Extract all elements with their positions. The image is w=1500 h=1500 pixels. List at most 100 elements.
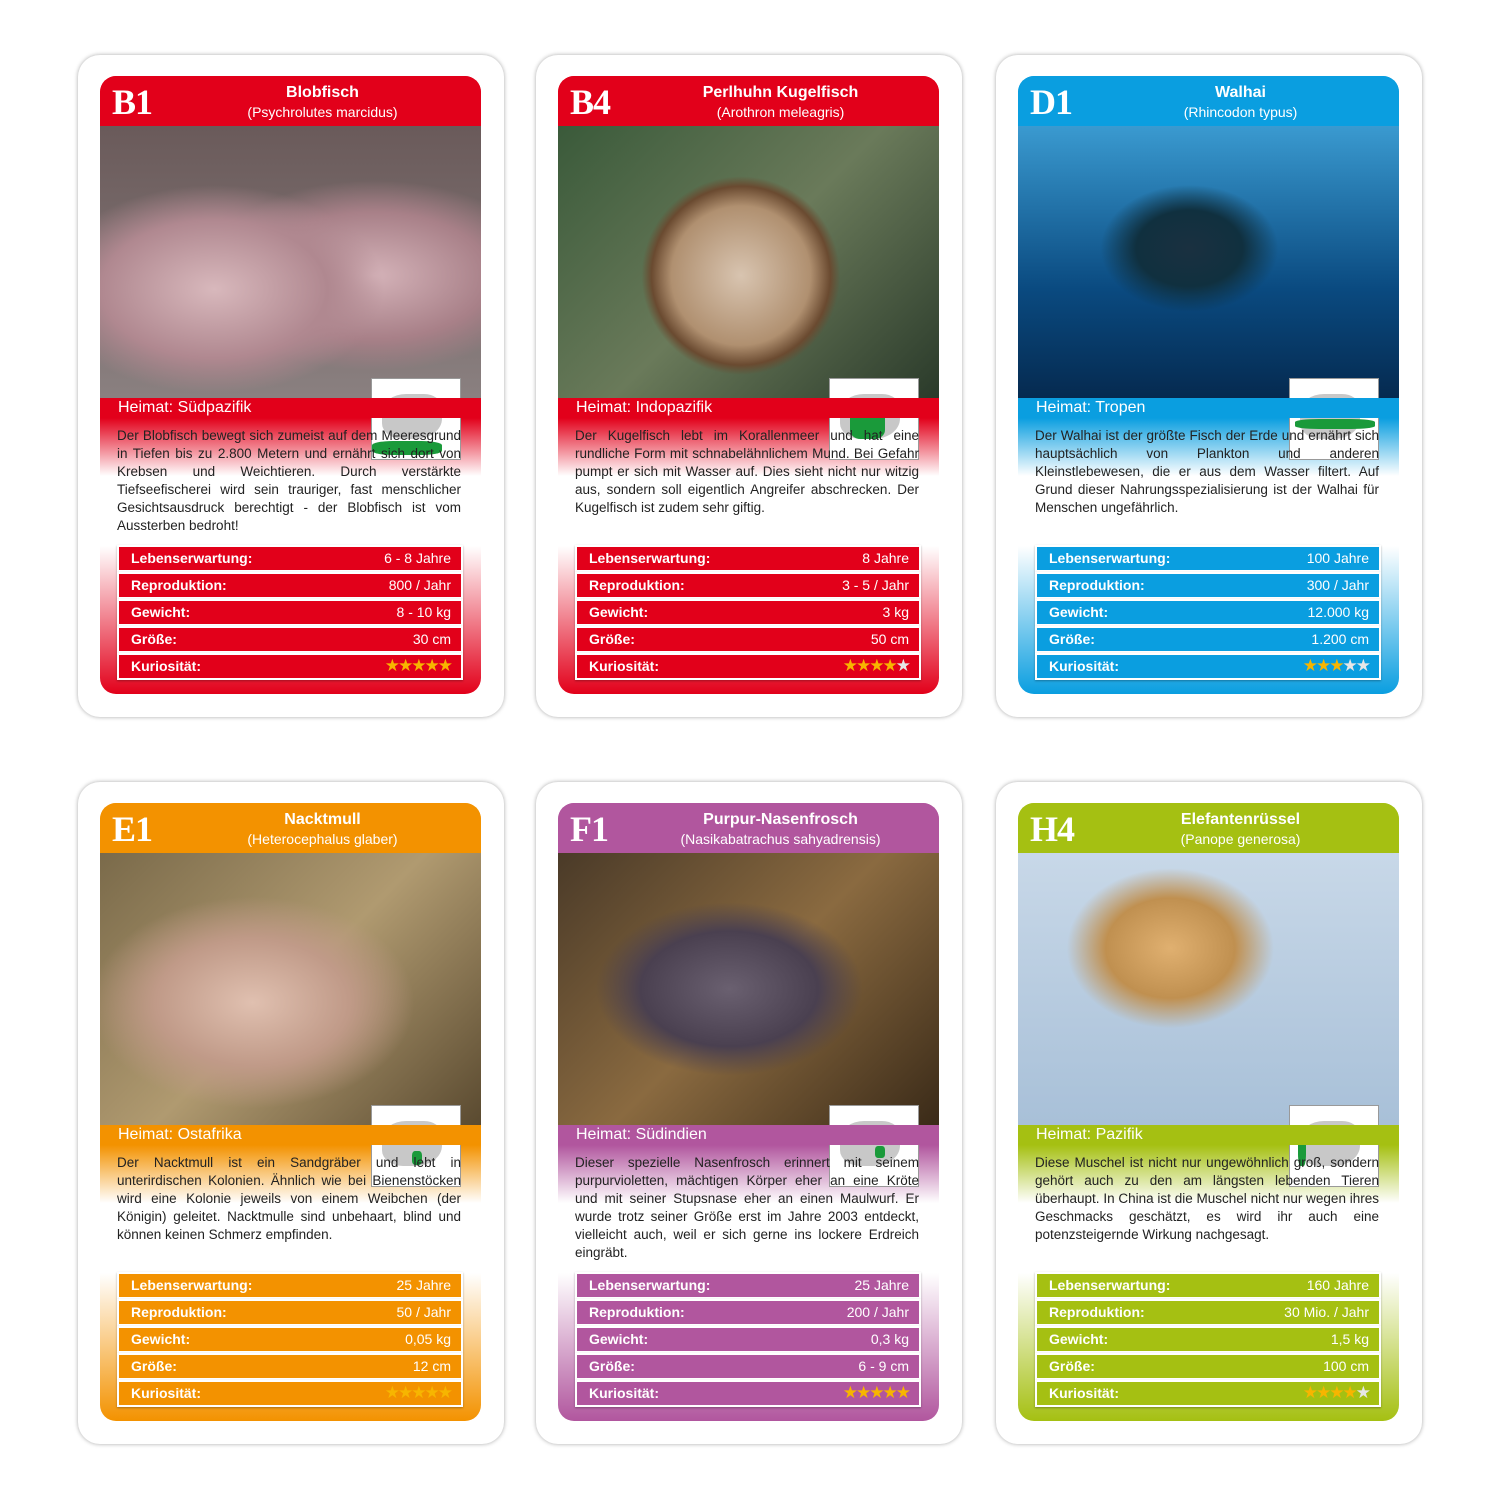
stat-row-lebenserwartung[interactable]: Lebenserwartung: 160 Jahre — [1035, 1272, 1381, 1299]
stat-row-reproduktion[interactable]: Reproduktion: 800 / Jahr — [117, 572, 463, 599]
star-icon: ★ — [411, 1383, 426, 1403]
blobfish-photo — [100, 126, 481, 460]
card-body: Der Nacktmull ist ein Sandgräber und leb… — [100, 1145, 481, 1421]
star-icon: ★ — [437, 1383, 453, 1403]
stat-label: Größe: — [589, 1358, 635, 1375]
latin-name: (Heterocephalus glaber) — [247, 831, 398, 847]
stat-row-reproduktion[interactable]: Reproduktion: 300 / Jahr — [1035, 572, 1381, 599]
stat-label: Lebenserwartung: — [1049, 550, 1171, 567]
stat-value: 100 Jahre — [1306, 550, 1369, 567]
animal-card-f1[interactable]: F1 Purpur-Nasenfrosch (Nasikabatrachus s… — [536, 782, 962, 1444]
animal-card-e1[interactable]: E1 Nacktmull (Heterocephalus glaber) Hei… — [78, 782, 504, 1444]
rating-stars: ★★★★★ — [843, 656, 911, 676]
stat-row-lebenserwartung[interactable]: Lebenserwartung: 25 Jahre — [117, 1272, 463, 1299]
star-icon: ★ — [411, 656, 426, 676]
animal-card-d1[interactable]: D1 Walhai (Rhincodon typus) Heimat: Trop… — [996, 55, 1422, 717]
stat-row-lebenserwartung[interactable]: Lebenserwartung: 8 Jahre — [575, 545, 921, 572]
stat-value: 50 cm — [870, 631, 909, 648]
stat-value: 30 Mio. / Jahr — [1284, 1304, 1369, 1321]
latin-name: (Rhincodon typus) — [1183, 104, 1298, 120]
card-code: D1 — [1030, 82, 1073, 122]
animal-name: Walhai — [1215, 84, 1266, 101]
stat-row-gewicht[interactable]: Gewicht: 0,3 kg — [575, 1326, 921, 1353]
animal-card-b1[interactable]: B1 Blobfisch (Psychrolutes marcidus) Hei… — [78, 55, 504, 717]
stat-row-kuriositaet[interactable]: Kuriosität: ★★★★★ — [117, 1380, 463, 1407]
stat-row-lebenserwartung[interactable]: Lebenserwartung: 6 - 8 Jahre — [117, 545, 463, 572]
habitat-bar: Heimat: Südpazifik — [100, 398, 481, 418]
stat-row-lebenserwartung[interactable]: Lebenserwartung: 25 Jahre — [575, 1272, 921, 1299]
stat-row-groesse[interactable]: Größe: 1.200 cm — [1035, 626, 1381, 653]
star-icon: ★ — [1342, 656, 1358, 676]
stat-label: Lebenserwartung: — [1049, 1277, 1171, 1294]
animal-card-b4[interactable]: B4 Perlhuhn Kugelfisch (Arothron meleagr… — [536, 55, 962, 717]
star-icon: ★ — [1329, 1383, 1344, 1403]
stat-row-groesse[interactable]: Größe: 6 - 9 cm — [575, 1353, 921, 1380]
stat-value: 12 cm — [412, 1358, 451, 1375]
animal-card-h4[interactable]: H4 Elefantenrüssel (Panope generosa) Hei… — [996, 782, 1422, 1444]
animal-name: Elefantenrüssel — [1180, 811, 1301, 828]
stat-label: Kuriosität: — [1049, 1385, 1119, 1402]
habitat-bar: Heimat: Ostafrika — [100, 1125, 481, 1145]
card-panel: H4 Elefantenrüssel (Panope generosa) Hei… — [1018, 803, 1399, 1421]
star-icon: ★ — [437, 656, 453, 676]
stat-value: 200 / Jahr — [846, 1304, 909, 1321]
card-panel: D1 Walhai (Rhincodon typus) Heimat: Trop… — [1018, 76, 1399, 694]
animal-description: Der Blobfisch bewegt sich zumeist auf de… — [117, 428, 461, 533]
card-body: Der Blobfisch bewegt sich zumeist auf de… — [100, 418, 481, 694]
stats-table: Lebenserwartung: 100 Jahre Reproduktion: 30… — [1035, 539, 1381, 680]
stat-value: 100 cm — [1323, 1358, 1369, 1375]
stat-row-groesse[interactable]: Größe: 30 cm — [117, 626, 463, 653]
stat-row-gewicht[interactable]: Gewicht: 0,05 kg — [117, 1326, 463, 1353]
stat-row-kuriositaet[interactable]: Kuriosität: ★★★★★ — [117, 653, 463, 680]
star-icon: ★ — [1355, 1383, 1371, 1403]
star-icon: ★ — [1302, 656, 1318, 676]
stat-value: 3 kg — [882, 604, 909, 621]
habitat-prefix: Heimat: — [118, 1126, 178, 1143]
star-icon: ★ — [424, 1383, 440, 1403]
card-panel: E1 Nacktmull (Heterocephalus glaber) Hei… — [100, 803, 481, 1421]
star-icon: ★ — [856, 1383, 871, 1403]
star-icon: ★ — [1316, 656, 1331, 676]
stat-row-kuriositaet[interactable]: Kuriosität: ★★★★★ — [1035, 1380, 1381, 1407]
habitat-prefix: Heimat: — [1036, 399, 1096, 416]
stat-row-kuriositaet[interactable]: Kuriosität: ★★★★★ — [1035, 653, 1381, 680]
stat-row-gewicht[interactable]: Gewicht: 1,5 kg — [1035, 1326, 1381, 1353]
habitat-prefix: Heimat: — [1036, 1126, 1096, 1143]
star-icon: ★ — [842, 1383, 858, 1403]
stat-row-reproduktion[interactable]: Reproduktion: 3 - 5 / Jahr — [575, 572, 921, 599]
stat-row-gewicht[interactable]: Gewicht: 3 kg — [575, 599, 921, 626]
stat-row-gewicht[interactable]: Gewicht: 12.000 kg — [1035, 599, 1381, 626]
card-code: B1 — [112, 82, 153, 122]
stat-row-reproduktion[interactable]: Reproduktion: 50 / Jahr — [117, 1299, 463, 1326]
star-icon: ★ — [869, 656, 884, 676]
stat-row-gewicht[interactable]: Gewicht: 8 - 10 kg — [117, 599, 463, 626]
stat-row-groesse[interactable]: Größe: 100 cm — [1035, 1353, 1381, 1380]
latin-name: (Nasikabatrachus sahyadrensis) — [680, 831, 881, 847]
stat-label: Gewicht: — [589, 1331, 649, 1348]
animal-name: Purpur-Nasenfrosch — [703, 811, 858, 828]
stat-row-reproduktion[interactable]: Reproduktion: 200 / Jahr — [575, 1299, 921, 1326]
star-icon: ★ — [1342, 1383, 1358, 1403]
star-icon: ★ — [398, 1383, 413, 1403]
stat-value: 1,5 kg — [1330, 1331, 1369, 1348]
stat-label: Gewicht: — [589, 604, 649, 621]
rating-stars: ★★★★★ — [1302, 656, 1371, 676]
stat-row-groesse[interactable]: Größe: 12 cm — [117, 1353, 463, 1380]
stat-label: Reproduktion: — [131, 1304, 227, 1321]
stat-label: Kuriosität: — [131, 658, 201, 675]
stat-row-reproduktion[interactable]: Reproduktion: 30 Mio. / Jahr — [1035, 1299, 1381, 1326]
habitat-prefix: Heimat: — [118, 399, 178, 416]
whale-shark-photo — [1018, 126, 1399, 460]
stat-row-lebenserwartung[interactable]: Lebenserwartung: 100 Jahre — [1035, 545, 1381, 572]
stat-row-groesse[interactable]: Größe: 50 cm — [575, 626, 921, 653]
stat-row-kuriositaet[interactable]: Kuriosität: ★★★★★ — [575, 653, 921, 680]
star-icon: ★ — [869, 1383, 884, 1403]
purple-frog-photo — [558, 853, 939, 1187]
stat-label: Lebenserwartung: — [589, 1277, 711, 1294]
stat-row-kuriositaet[interactable]: Kuriosität: ★★★★★ — [575, 1380, 921, 1407]
star-icon: ★ — [384, 656, 400, 676]
stats-table: Lebenserwartung: 6 - 8 Jahre Reproduktion:… — [117, 539, 463, 680]
star-icon: ★ — [1316, 1383, 1331, 1403]
stats-table: Lebenserwartung: 25 Jahre Reproduktion: 50 … — [117, 1266, 463, 1407]
stat-label: Größe: — [131, 631, 177, 648]
